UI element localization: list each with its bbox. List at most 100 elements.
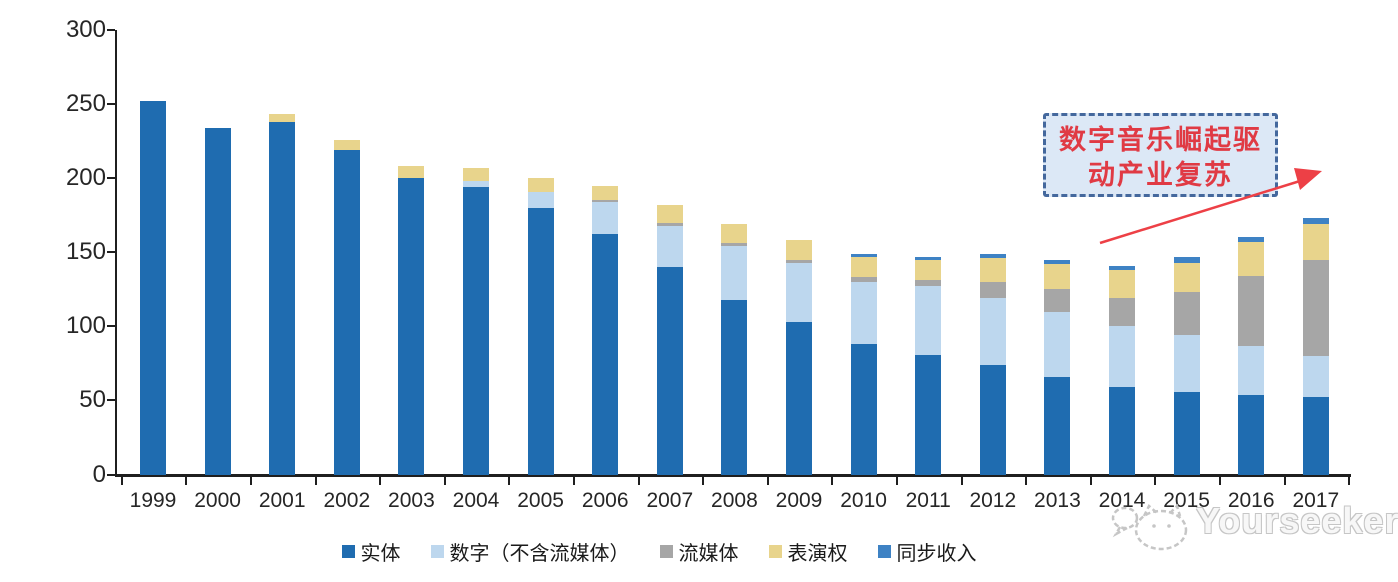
bar-segment-2013	[1044, 289, 1071, 312]
bar-segment-2011	[915, 286, 942, 355]
bar-segment-2014	[1109, 298, 1135, 327]
x-axis-tick	[960, 477, 963, 485]
y-axis-tick	[107, 177, 115, 180]
x-axis-label: 2011	[905, 489, 951, 512]
legend-item: 流媒体	[659, 537, 739, 566]
x-axis-label: 2008	[711, 489, 758, 512]
bar-segment-2010	[850, 281, 877, 345]
bar-segment-2017	[1302, 224, 1329, 260]
legend-label: 实体	[360, 540, 401, 565]
bar-segment-2011	[915, 280, 942, 287]
x-axis-tick	[379, 477, 382, 485]
x-axis-label: 2009	[775, 489, 823, 512]
bar-segment-2011	[915, 256, 942, 260]
bar-segment-2005	[527, 207, 554, 475]
x-axis-label: 2012	[969, 489, 1017, 512]
y-axis-label: 100	[65, 312, 106, 340]
x-axis-tick	[702, 477, 705, 485]
legend-item: 同步收入	[877, 537, 977, 566]
y-axis-label: 50	[79, 386, 106, 414]
y-axis-line	[115, 30, 117, 477]
bar-segment-2014	[1109, 265, 1135, 271]
bar-segment-2004	[463, 181, 489, 188]
legend-item: 实体	[341, 537, 401, 566]
bar-segment-2001	[269, 121, 296, 475]
bar-segment-2007	[656, 225, 683, 268]
bar-segment-2016	[1238, 237, 1265, 242]
bar-segment-2012	[979, 253, 1006, 259]
bar-segment-2015	[1173, 335, 1200, 392]
bar-segment-2016	[1238, 241, 1265, 276]
bar-segment-2015	[1173, 256, 1200, 263]
bar-segment-2017	[1302, 397, 1329, 475]
bar-segment-2016	[1238, 275, 1265, 346]
x-axis-label: 2002	[323, 489, 371, 512]
bar-segment-2010	[850, 277, 877, 282]
x-axis-tick	[1348, 477, 1351, 485]
x-axis-tick	[895, 477, 898, 485]
x-axis-tick	[1154, 477, 1157, 485]
y-axis-tick	[107, 103, 115, 106]
x-axis-tick	[1218, 477, 1221, 485]
x-axis-tick	[1025, 477, 1028, 485]
x-axis-tick	[443, 477, 446, 485]
legend-marker	[768, 544, 782, 558]
bar-segment-2015	[1173, 391, 1200, 475]
x-axis-label: 2014	[1098, 489, 1146, 512]
bar-segment-2016	[1238, 345, 1265, 395]
bar-segment-2017	[1302, 259, 1329, 356]
bar-segment-2007	[656, 204, 683, 223]
legend-item: 表演权	[768, 537, 848, 566]
bar-segment-2016	[1238, 394, 1265, 475]
bar-segment-2011	[915, 259, 942, 281]
bar-segment-2004	[463, 167, 489, 182]
bar-segment-2005	[527, 178, 554, 192]
x-axis-label: 2016	[1227, 489, 1275, 512]
bar-segment-2004	[463, 187, 489, 475]
annotation-line-2: 动产业复苏	[1088, 160, 1233, 191]
watermark: Yourseeker	[1108, 494, 1398, 558]
bar-segment-2012	[979, 364, 1006, 475]
legend-label: 数字（不含流媒体）	[449, 540, 630, 565]
bar-segment-2015	[1173, 292, 1200, 336]
y-axis-tick	[107, 251, 115, 254]
y-axis-tick	[107, 29, 115, 31]
legend-marker	[341, 544, 355, 558]
bar-segment-2006	[592, 201, 619, 235]
bar-segment-2008	[721, 299, 748, 475]
bar-segment-2012	[979, 298, 1006, 365]
legend-label: 表演权	[787, 540, 848, 565]
bar-segment-2010	[850, 344, 877, 475]
bar-segment-2013	[1044, 264, 1071, 290]
y-axis-tick	[107, 399, 115, 402]
bar-segment-2002	[333, 150, 360, 475]
bar-segment-2012	[979, 281, 1006, 299]
bar-segment-2013	[1044, 376, 1071, 475]
x-axis-label: 2010	[840, 489, 887, 512]
x-axis-label: 2015	[1163, 489, 1210, 512]
bar-segment-2008	[721, 243, 748, 247]
x-axis-line	[115, 474, 1351, 477]
legend: 实体 数字（不含流媒体） 流媒体 表演权 同步收入	[0, 536, 1318, 566]
bar-segment-2001	[269, 114, 296, 122]
x-axis-tick	[249, 477, 252, 485]
bar-segment-2015	[1173, 262, 1200, 293]
x-axis-tick	[637, 477, 640, 485]
bar-segment-2003	[398, 166, 425, 179]
watermark-text: Yourseeker	[1196, 500, 1398, 541]
y-axis-label: 200	[65, 164, 106, 192]
y-axis-label: 250	[65, 90, 106, 118]
y-axis-label: 150	[65, 238, 106, 266]
bar-segment-2009	[786, 262, 812, 322]
bar-segment-2011	[915, 354, 942, 475]
legend-marker	[877, 544, 891, 558]
annotation-line-1: 数字音乐崛起驱	[1059, 125, 1262, 156]
bar-segment-2002	[333, 139, 360, 151]
bar-segment-2003	[398, 178, 425, 475]
x-axis-tick	[185, 477, 188, 485]
legend-label: 流媒体	[678, 540, 739, 565]
bar-segment-2013	[1044, 311, 1071, 377]
bar-segment-2009	[786, 259, 812, 263]
x-axis-labels: 1999 2000 2001 2002 2003 2004 2005 2006 2007 2008…	[0, 489, 1398, 517]
